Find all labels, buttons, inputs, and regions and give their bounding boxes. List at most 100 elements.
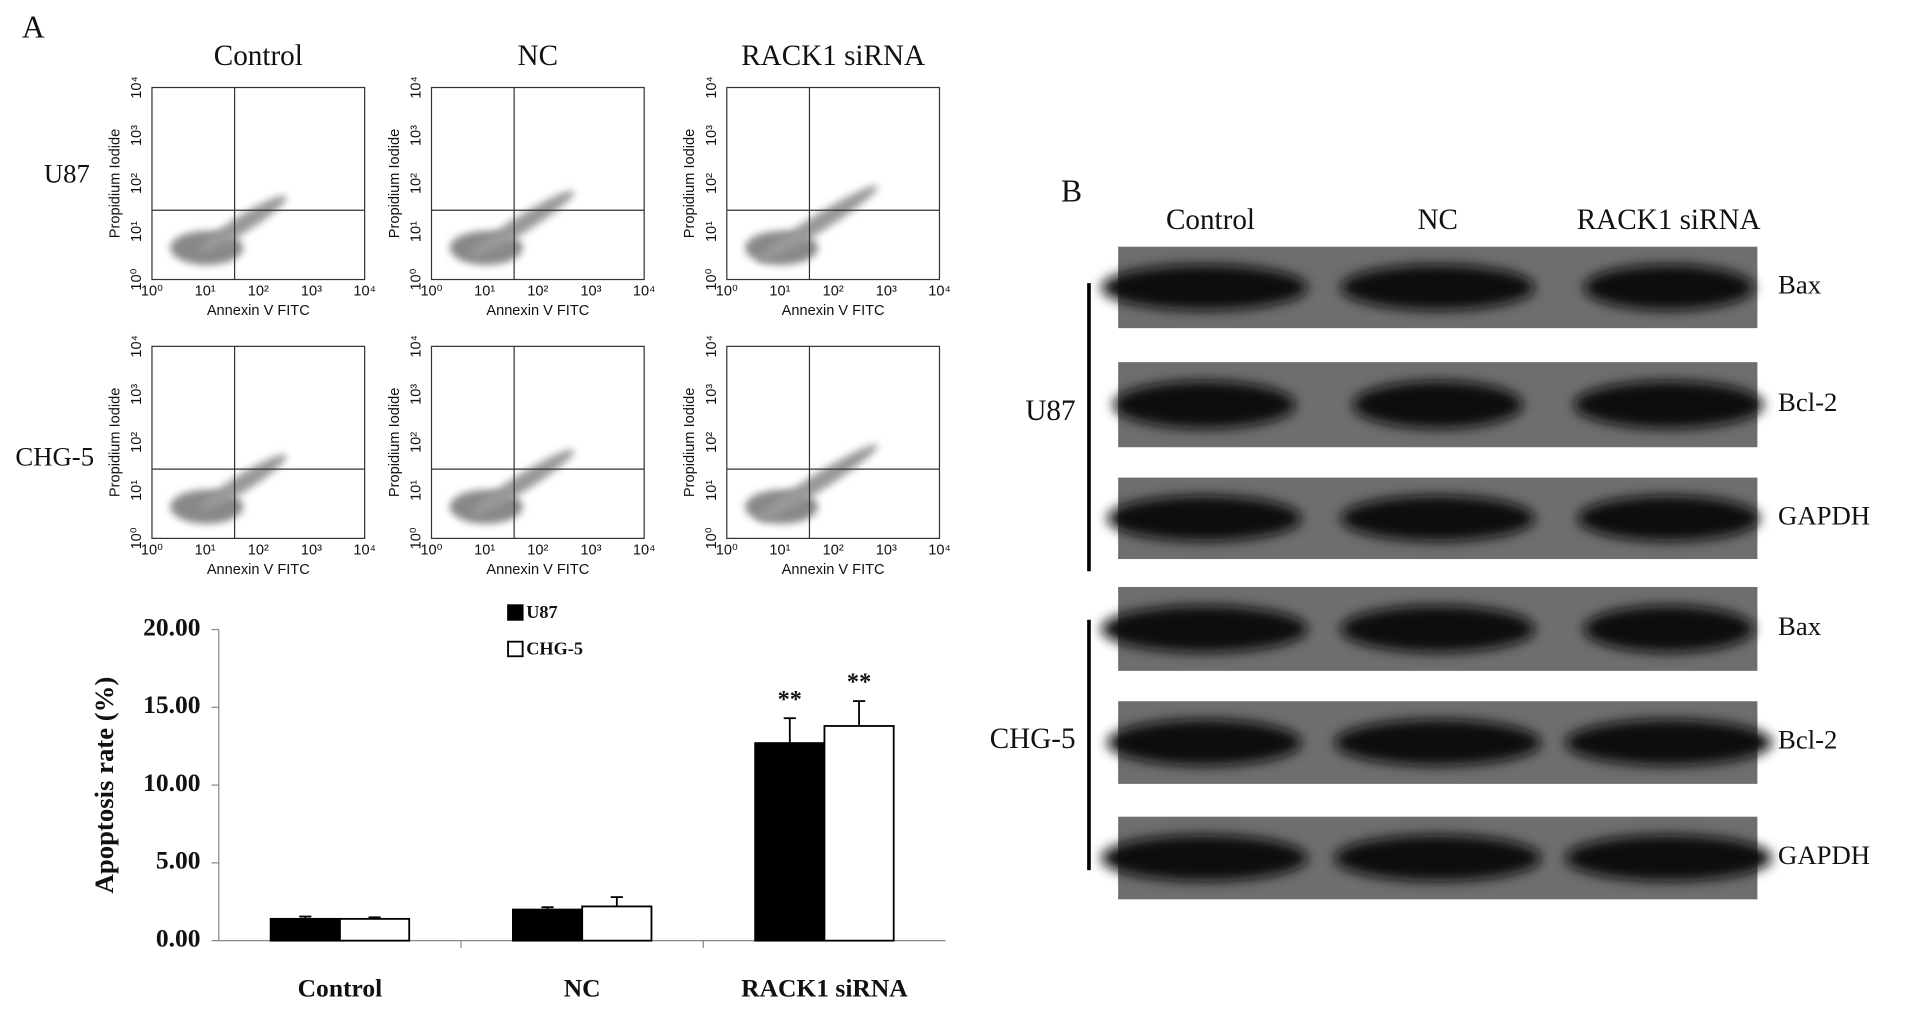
y-tick-label: 10⁰ — [129, 527, 145, 549]
bar — [823, 725, 895, 942]
significance-label: ** — [847, 669, 871, 696]
x-tick-label: 10⁴ — [928, 284, 950, 300]
y-axis-label: Propidium Iodide — [682, 388, 698, 497]
y-tick-label: 10¹ — [409, 480, 425, 501]
x-axis-label: Annexin V FITC — [207, 303, 310, 319]
x-tick-label: 10⁰ — [141, 284, 163, 300]
blot-band — [1573, 380, 1764, 429]
blot-strip — [1113, 362, 1764, 448]
error-bar — [783, 717, 796, 744]
x-axis-label: Annexin V FITC — [782, 562, 885, 578]
y-tick-label: 15.00 — [143, 690, 200, 719]
bar — [754, 742, 826, 942]
y-tick-label: 10¹ — [704, 480, 720, 501]
plot-box — [726, 345, 941, 539]
x-tick-label: 10⁰ — [716, 542, 738, 558]
error-bar — [368, 916, 381, 919]
y-tick-label: 10² — [704, 432, 720, 453]
x-tick-label: Control — [298, 973, 383, 1002]
bar — [269, 917, 341, 942]
column-title: Control — [214, 40, 303, 72]
y-tick-label: 10⁰ — [409, 527, 425, 549]
x-tick-label: 10³ — [876, 284, 897, 300]
bar — [339, 917, 411, 942]
y-tick-label: 10³ — [409, 384, 425, 405]
legend-swatch — [507, 604, 524, 621]
bar — [512, 908, 584, 942]
band-label: Bcl-2 — [1778, 725, 1837, 755]
y-axis-label: Propidium Iodide — [387, 388, 403, 497]
x-tick-label: 10⁴ — [353, 284, 375, 300]
event-cloud — [199, 195, 287, 252]
y-axis-label: Apoptosis rate (%) — [89, 677, 119, 894]
blot-band — [1352, 380, 1523, 429]
x-tick-label: 10³ — [301, 542, 322, 558]
y-axis-label: Propidium Iodide — [107, 388, 123, 497]
y-tick-label: 10³ — [704, 384, 720, 405]
y-tick-label: 10⁴ — [704, 335, 720, 357]
y-tick-label: 10³ — [409, 125, 425, 146]
x-tick-label: 10¹ — [195, 542, 216, 558]
y-axis-label: Propidium Iodide — [387, 129, 403, 238]
x-tick-label: 10⁴ — [633, 542, 655, 558]
row-label: U87 — [44, 158, 90, 188]
blot-strip — [1101, 246, 1758, 329]
blot-band — [1107, 495, 1302, 542]
blot-band — [1565, 834, 1772, 882]
y-axis-label: Propidium Iodide — [682, 129, 698, 238]
x-tick-label: 10³ — [301, 284, 322, 300]
error-bar — [299, 915, 312, 919]
y-tick-label: 10³ — [704, 125, 720, 146]
bar — [581, 905, 653, 942]
x-axis-label: Annexin V FITC — [486, 562, 589, 578]
x-axis-label: Annexin V FITC — [782, 303, 885, 319]
x-tick-label: RACK1 siRNA — [741, 973, 908, 1002]
x-axis-label: Annexin V FITC — [486, 303, 589, 319]
y-tick-label: 10¹ — [129, 480, 145, 501]
x-tick-label: 10² — [823, 542, 844, 558]
x-tick-label: 10² — [823, 284, 844, 300]
x-tick-label: 10¹ — [769, 284, 790, 300]
x-tick-label: 10³ — [580, 284, 601, 300]
band-label: Bax — [1778, 611, 1822, 641]
blot-strip — [1101, 586, 1758, 671]
x-tick-label: 10⁰ — [141, 542, 163, 558]
blot-band — [1113, 380, 1296, 429]
band-label: GAPDH — [1778, 840, 1870, 870]
row-label: CHG-5 — [15, 442, 94, 472]
y-tick-label: 20.00 — [143, 612, 200, 641]
x-tick-label: 10¹ — [195, 284, 216, 300]
y-tick-label: 10² — [129, 432, 145, 453]
column-title: NC — [1418, 204, 1459, 236]
x-tick-label: 10⁴ — [928, 542, 950, 558]
x-axis-label: Annexin V FITC — [207, 562, 310, 578]
y-tick-label: 10⁴ — [409, 76, 425, 98]
column-title: RACK1 siRNA — [1577, 204, 1761, 236]
blot-band — [1583, 605, 1754, 653]
x-tick-label: NC — [564, 973, 601, 1002]
panel-label: A — [22, 10, 45, 45]
y-tick-label: 10⁴ — [129, 335, 145, 357]
blot-band — [1340, 264, 1535, 311]
y-tick-label: 10⁰ — [129, 268, 145, 290]
error-bar — [610, 896, 623, 907]
blot-strip — [1107, 701, 1772, 784]
y-tick-label: 10¹ — [129, 221, 145, 242]
x-tick-label: 10³ — [580, 542, 601, 558]
x-tick-label: 10² — [527, 542, 548, 558]
blot-band — [1583, 264, 1754, 311]
y-tick-label: 10⁰ — [704, 527, 720, 549]
x-tick-label: 10¹ — [474, 284, 495, 300]
x-tick-label: 10⁴ — [633, 284, 655, 300]
error-bar — [541, 906, 554, 910]
y-tick-label: 10.00 — [143, 768, 200, 797]
plot-box — [151, 345, 366, 539]
event-cloud — [758, 185, 878, 262]
column-title: NC — [518, 40, 559, 72]
legend-label: CHG-5 — [526, 638, 583, 658]
blot-band — [1577, 495, 1760, 542]
